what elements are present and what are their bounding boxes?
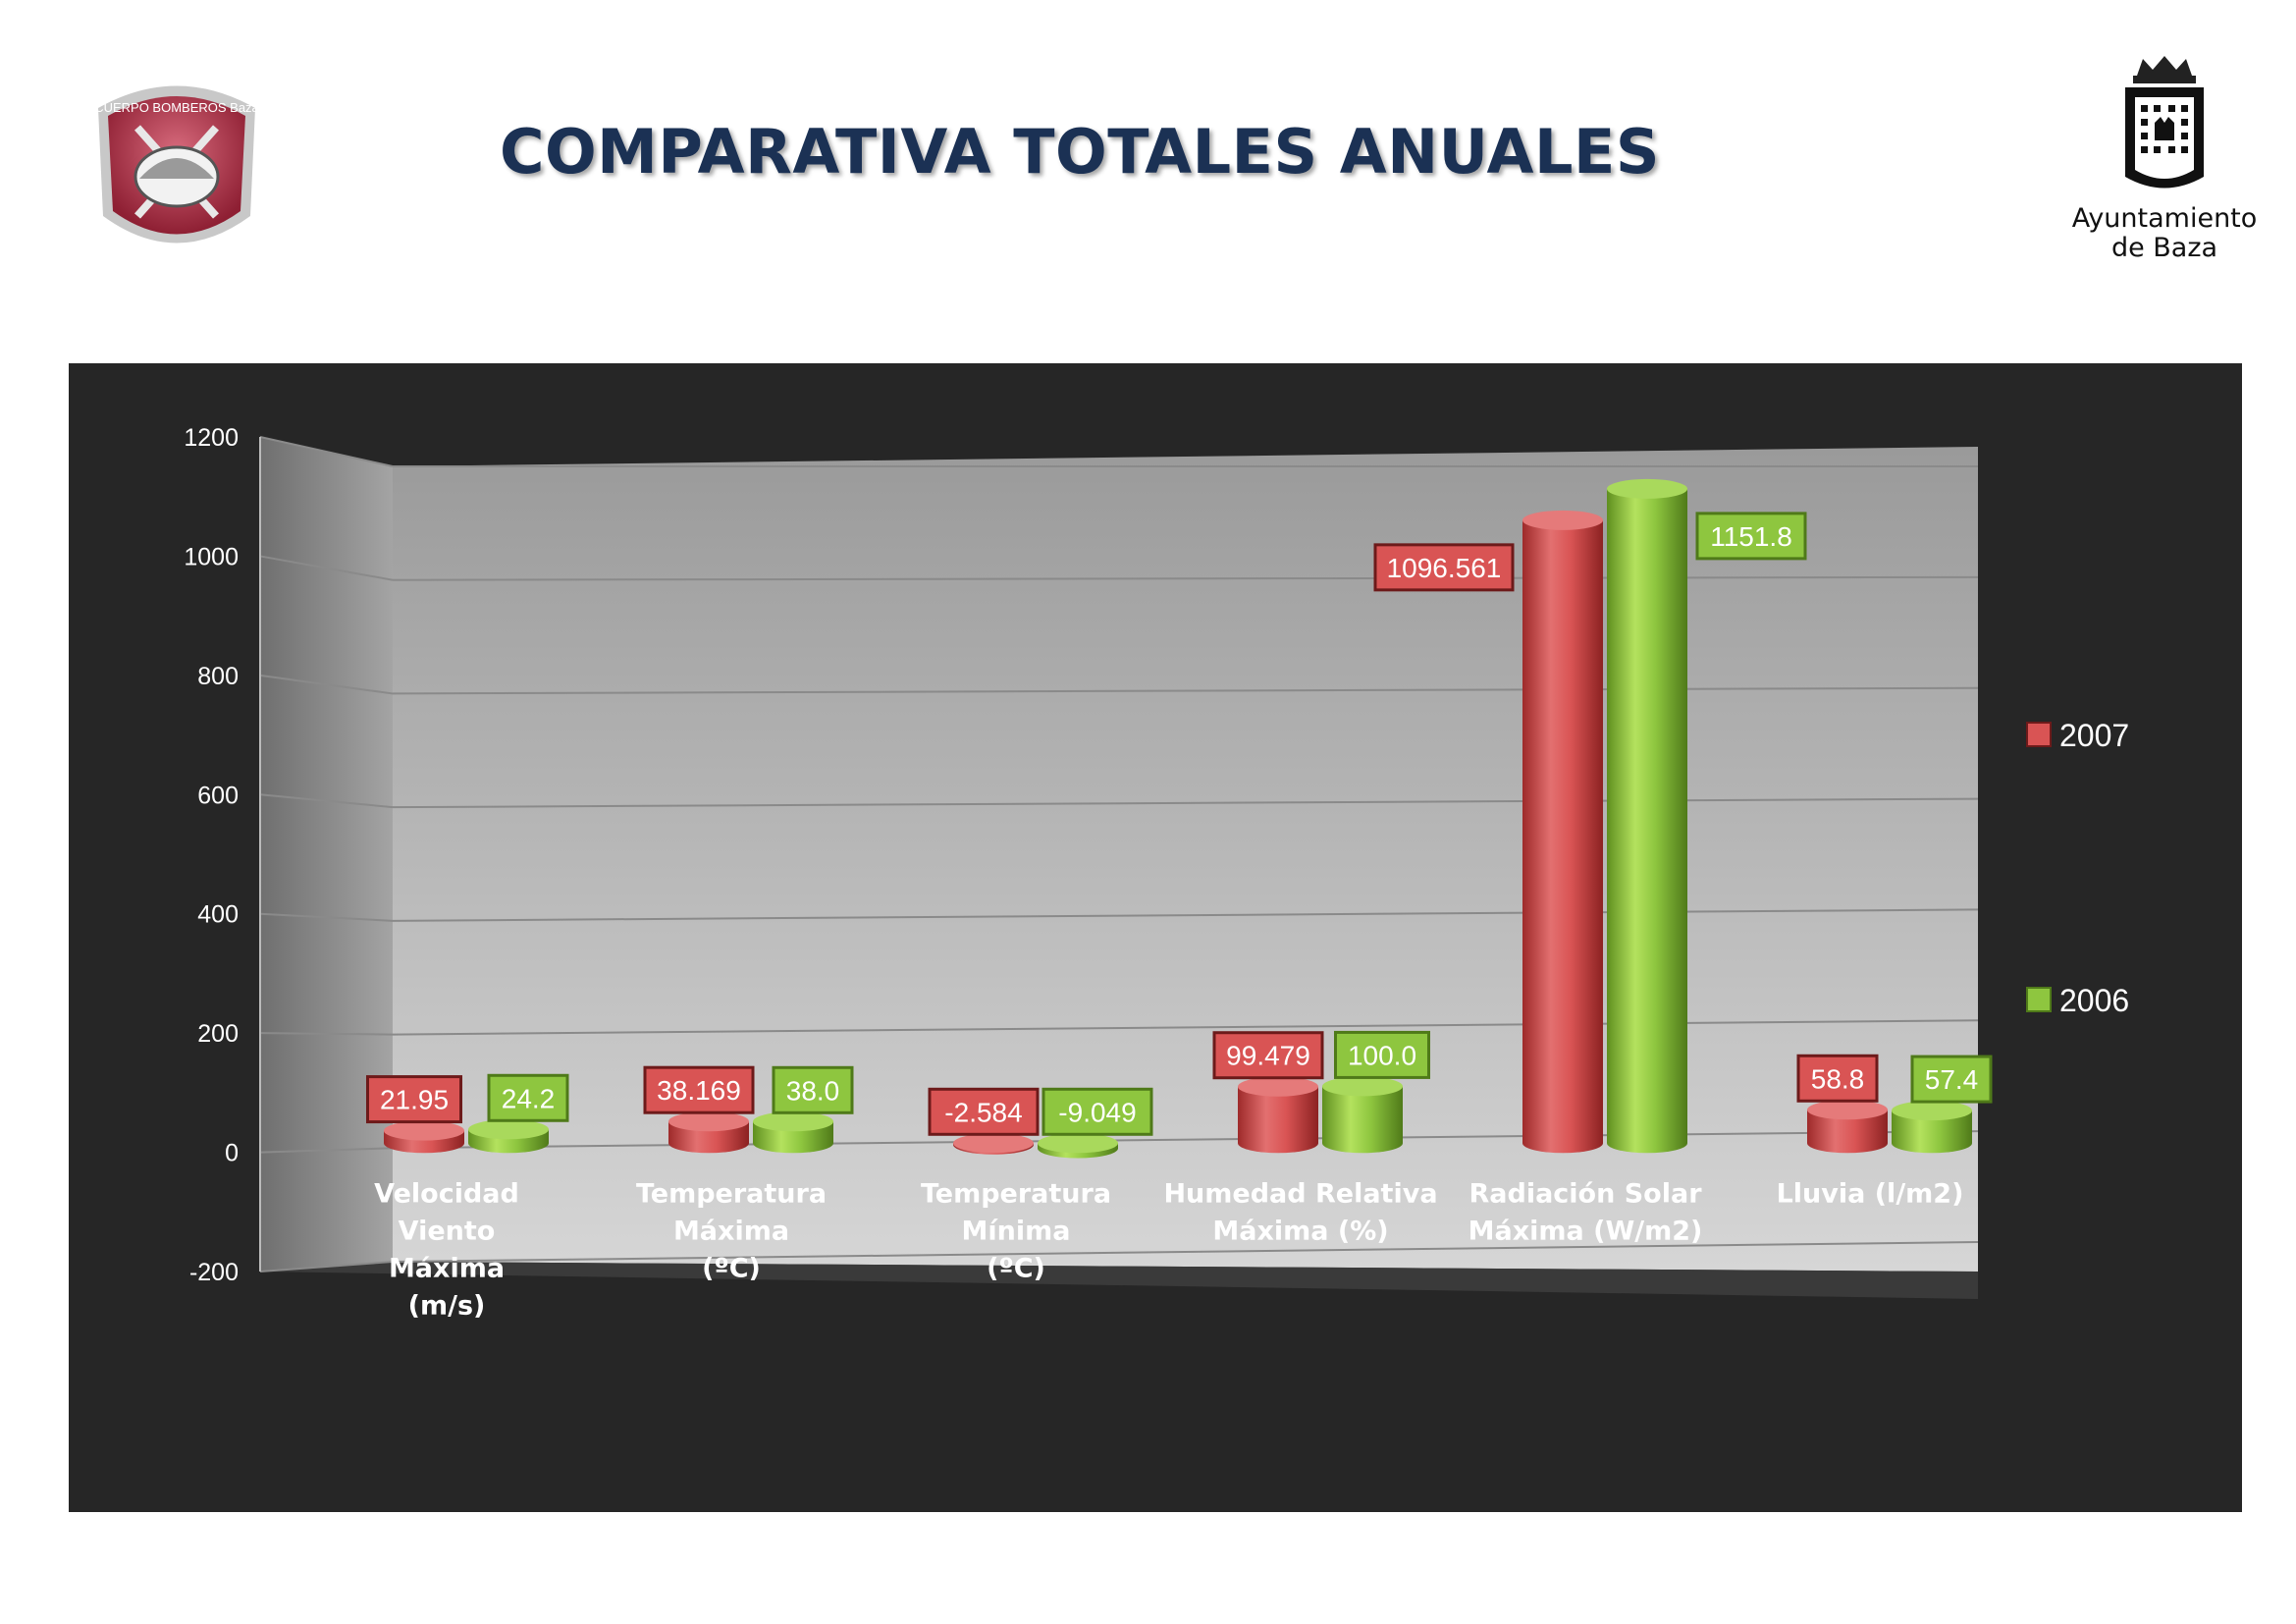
data-label-box-2006 (1041, 1087, 1153, 1136)
data-label-2006: 1151.8 (1710, 521, 1792, 552)
gridline (392, 797, 1979, 809)
back-wall (393, 447, 1978, 1272)
data-label-2006: 38.0 (786, 1075, 840, 1106)
legend-label-2007: 2007 (2059, 718, 2129, 753)
y-tick-label: 400 (197, 901, 239, 929)
page-title: COMPARATIVA TOTALES ANUALES (499, 116, 1661, 188)
crest-caption-line2: de Baza (2110, 233, 2218, 263)
gridline (392, 908, 1979, 922)
bar-2007-top (1238, 1076, 1318, 1097)
data-label-box-2007 (1796, 1054, 1879, 1103)
crest-caption-line1: Ayuntamiento (2071, 203, 2258, 234)
legend-label-2006: 2006 (2059, 983, 2129, 1018)
gridline-side (259, 793, 394, 809)
gridline (392, 575, 1979, 581)
data-label-2007: 1096.561 (1387, 553, 1502, 583)
y-tick-label: 200 (197, 1020, 239, 1048)
y-tick-label: 0 (225, 1140, 239, 1167)
data-label-box-2007 (366, 1075, 462, 1124)
category-label: Velocidad Viento Máxima (m/s) (374, 1178, 519, 1321)
bar-2007-top (953, 1133, 1034, 1154)
bar-2007-base (1522, 1133, 1603, 1154)
bar-2007-base (1807, 1133, 1888, 1154)
bar-2006-top (1892, 1101, 1972, 1121)
gridline-side (259, 674, 394, 695)
gridline (392, 686, 1979, 695)
bar-2006-top (1038, 1133, 1118, 1154)
ayuntamiento-crest-icon (2125, 56, 2204, 189)
bar-2007-base (1238, 1133, 1318, 1154)
gridline-side (259, 1261, 394, 1272)
y-tick-label: 1200 (184, 424, 239, 452)
bar-2006-base (1892, 1133, 1972, 1154)
data-label-box-2006 (772, 1065, 854, 1114)
category-label: Radiación Solar Máxima (W/m2) (1468, 1178, 1703, 1246)
data-label-box-2006 (487, 1073, 569, 1122)
firefighters-badge-logo: CUERPO BOMBEROS Baza (94, 85, 260, 244)
gridline-side (259, 436, 394, 467)
crest-caption: Ayuntamiento de Baza (2037, 204, 2292, 263)
y-tick-label: 800 (197, 663, 239, 690)
gridline (392, 1019, 1979, 1036)
legend-swatch-2007 (2026, 722, 2052, 747)
y-tick-label: 1000 (184, 543, 239, 570)
chart-panel: -200 0 200 400 600 800 1000 1200 21.95 24.2 38.16… (69, 363, 2242, 1512)
gridline-side (259, 912, 394, 922)
data-label-2006: -9.049 (1058, 1097, 1136, 1127)
data-label-2006: 57.4 (1925, 1064, 1979, 1095)
data-label-2007: 99.479 (1226, 1041, 1310, 1071)
floor (260, 1262, 1978, 1299)
bar-2007-base (668, 1133, 749, 1154)
data-label-box-2006 (1334, 1030, 1430, 1079)
bar-2006-base (753, 1133, 833, 1154)
bar-2007 (1522, 519, 1603, 1144)
gridline-side (259, 555, 394, 581)
legend-swatch-2006 (2026, 987, 2052, 1012)
bar-2006-top (1322, 1076, 1403, 1097)
data-label-box-2006 (1695, 512, 1807, 561)
bar-chart: -200 0 200 400 600 800 1000 1200 21.95 24.2 38.16… (184, 424, 2129, 1321)
category-label: Humedad Relativa Máxima (%) (1163, 1178, 1437, 1246)
svg-text:CUERPO BOMBEROS Baza: CUERPO BOMBEROS Baza (94, 100, 259, 115)
gridline-side (259, 1032, 394, 1036)
gridline (392, 1241, 1979, 1263)
bar-2007-top (668, 1111, 749, 1132)
bar-2006-base (1322, 1133, 1403, 1154)
data-label-2007: 38.169 (657, 1075, 741, 1106)
bar-2006 (1607, 488, 1687, 1144)
data-label-box-2007 (928, 1087, 1040, 1136)
category-label: Lluvia (l/m2) (1777, 1178, 1964, 1209)
bar-2006-base (1607, 1133, 1687, 1154)
bar-2006-top (1607, 478, 1687, 499)
category-label: Temperatura Máxima (ºC) (636, 1178, 827, 1283)
y-tick-label: 600 (197, 782, 239, 809)
data-label-2006: 100.0 (1348, 1040, 1416, 1070)
data-label-2007: 21.95 (380, 1085, 449, 1115)
y-tick-label: -200 (189, 1259, 239, 1286)
data-label-2006: 24.2 (502, 1083, 556, 1113)
bar-2007-top (384, 1120, 464, 1141)
bar-2006-top (468, 1119, 549, 1140)
data-label-2007: -2.584 (944, 1097, 1022, 1127)
data-label-box-2006 (1910, 1055, 1993, 1104)
gridline (392, 1130, 1979, 1150)
bar-2006-base (468, 1133, 549, 1154)
data-label-box-2007 (1373, 543, 1515, 592)
bar-2006-top (753, 1111, 833, 1132)
side-wall (260, 437, 393, 1272)
data-label-box-2007 (1212, 1031, 1324, 1080)
data-label-2007: 58.8 (1811, 1063, 1865, 1094)
gridline-side (259, 1147, 394, 1154)
bar-2007-top (1522, 510, 1603, 530)
data-label-box-2007 (643, 1065, 755, 1114)
category-label: Temperatura Mínima (ºC) (921, 1178, 1111, 1283)
bar-2007-top (1807, 1100, 1888, 1120)
